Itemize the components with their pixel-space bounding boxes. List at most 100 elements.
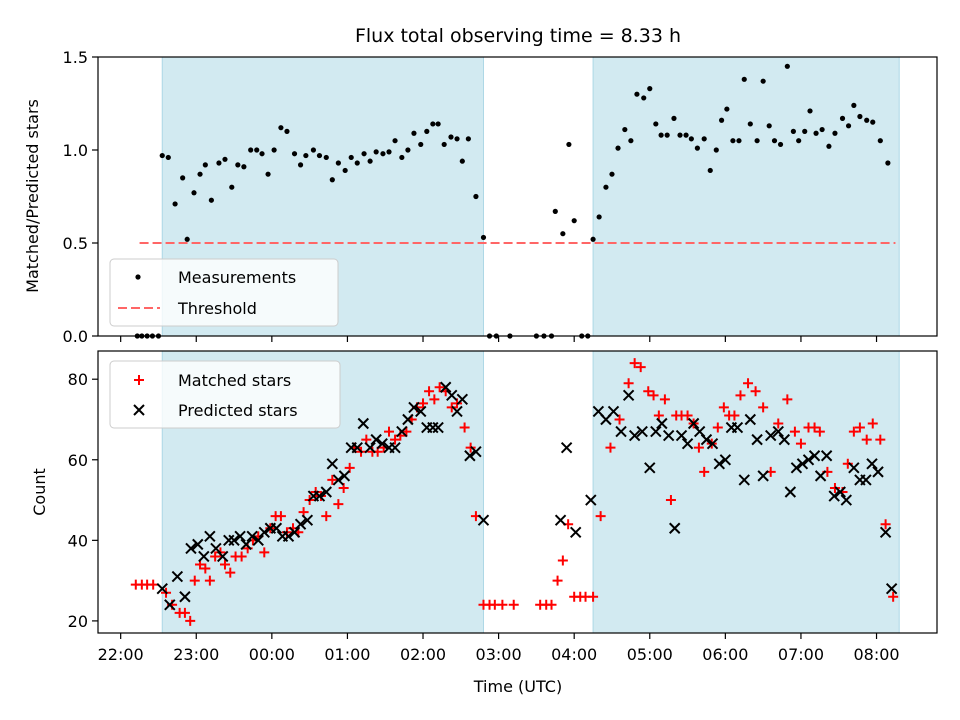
matched-star-point	[497, 599, 508, 610]
measurement-point	[641, 95, 647, 101]
measurement-point	[216, 160, 222, 166]
predicted-star-point	[719, 454, 732, 466]
bottom-x-ticks: 22:00 23:00 00:00 01:00 02:00 03:00 04:00 05:00…	[98, 633, 900, 664]
matched-star-point	[344, 462, 355, 473]
predicted-star-point	[784, 486, 797, 498]
measurement-point	[418, 141, 424, 148]
predicted-star-point	[357, 417, 370, 430]
measurement-point	[552, 208, 558, 214]
x-axis-label: Time (UTC)	[473, 677, 562, 696]
predicted-star-point	[636, 425, 648, 438]
predicted-star-point	[808, 450, 821, 462]
bottom-y-tick-label: 80	[68, 370, 88, 389]
matched-star-point	[259, 547, 270, 558]
measurement-point	[435, 121, 441, 127]
matched-star-point	[275, 511, 286, 522]
matched-star-point	[699, 466, 710, 477]
predicted-star-point	[240, 538, 252, 551]
matched-star-point	[789, 426, 800, 437]
predicted-star-point	[656, 417, 668, 430]
bottom-y-ticks: 20 40 60 80	[68, 370, 98, 631]
top-y-tick-label: 0.5	[63, 234, 88, 253]
measurement-point	[877, 138, 883, 144]
predicted-star-point	[650, 425, 662, 438]
predicted-star-point	[301, 514, 314, 526]
predicted-star-point	[294, 518, 307, 530]
predicted-star-point	[872, 466, 884, 478]
measurement-point	[480, 234, 487, 241]
matched-star-point	[888, 591, 899, 602]
x-tick-label: 05:00	[627, 645, 673, 664]
matched-star-point	[665, 495, 676, 506]
matched-star-point	[795, 438, 806, 449]
predicted-star-point	[848, 462, 860, 474]
measurement-point	[671, 115, 677, 121]
measurement-point	[845, 123, 852, 129]
top-y-tick-label: 1.5	[63, 48, 88, 67]
predicted-star-point	[662, 429, 675, 442]
matched-star-point	[225, 567, 236, 578]
top-y-tick-label: 0.0	[63, 327, 88, 346]
matched-star-point	[390, 434, 401, 445]
measurement-point	[405, 147, 411, 153]
predicted-star-point	[622, 389, 635, 402]
matched-star-point	[718, 402, 729, 413]
legend-predicted-label: Predicted stars	[178, 401, 298, 420]
x-tick-label: 02:00	[400, 645, 446, 664]
measurement-point	[802, 128, 808, 134]
measurement-point	[677, 132, 683, 138]
measurement-point	[771, 138, 778, 144]
matched-star-point	[659, 394, 670, 405]
matched-star-point	[384, 426, 395, 437]
measurement-point	[741, 76, 747, 82]
measurement-point	[658, 132, 664, 138]
predicted-star-point	[840, 494, 853, 506]
top-legend: Measurements Threshold	[109, 258, 339, 327]
measurement-point	[724, 106, 730, 112]
predicted-star-point	[171, 570, 184, 583]
measurement-point	[399, 154, 405, 161]
measurement-point	[222, 156, 228, 162]
measurement-point	[392, 138, 398, 144]
measurement-point	[784, 63, 790, 69]
matched-star-point	[693, 442, 704, 453]
top-panel: 0.0 0.5 1.0 1.5 Matched/Predicted stars Mea…	[23, 48, 938, 346]
predicted-star-point	[757, 470, 769, 482]
measurement-point	[380, 151, 386, 157]
predicted-star-point	[217, 550, 229, 563]
measurement-point	[807, 108, 813, 114]
predicted-star-point	[451, 405, 463, 418]
matched-star-point	[854, 422, 865, 433]
predicted-star-point	[828, 490, 840, 502]
legend-predicted-marker	[133, 404, 145, 416]
measurement-point	[454, 136, 460, 142]
predicted-star-point	[396, 425, 408, 438]
matched-star-point	[148, 579, 159, 590]
predicted-star-point	[313, 490, 326, 502]
x-tick-label: 07:00	[778, 645, 824, 664]
matched-star-point	[327, 474, 338, 485]
measurement-point	[566, 141, 572, 148]
legend-measurement-marker	[135, 274, 141, 280]
predicted-star-point	[456, 393, 469, 406]
predicted-star-point	[628, 429, 641, 442]
measurement-point	[254, 147, 260, 153]
matched-star-point	[648, 390, 659, 401]
measurement-point	[707, 167, 713, 174]
matched-star-point	[189, 575, 200, 586]
measurement-point	[448, 134, 454, 140]
matched-star-point	[179, 607, 190, 618]
measurement-point	[754, 138, 760, 144]
matched-star-point	[635, 362, 646, 373]
predicted-star-point	[351, 441, 363, 454]
predicted-star-point	[164, 599, 176, 611]
predicted-star-point	[866, 458, 878, 470]
matched-star-point	[508, 599, 519, 610]
x-tick-label: 08:00	[853, 645, 899, 664]
measurement-point	[777, 141, 784, 148]
measurement-point	[284, 128, 290, 134]
measurement-point	[197, 171, 203, 177]
measurement-point	[683, 132, 689, 138]
matched-star-point	[773, 418, 784, 429]
measurement-point	[271, 147, 277, 153]
